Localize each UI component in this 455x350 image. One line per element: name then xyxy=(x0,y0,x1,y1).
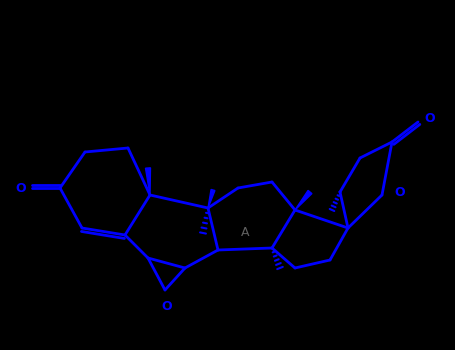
Text: O: O xyxy=(394,187,404,199)
Polygon shape xyxy=(208,189,215,208)
Text: O: O xyxy=(424,112,435,125)
Text: O: O xyxy=(162,300,172,313)
Polygon shape xyxy=(295,190,312,210)
Polygon shape xyxy=(146,168,151,195)
Text: A: A xyxy=(241,225,249,238)
Text: O: O xyxy=(15,182,26,195)
